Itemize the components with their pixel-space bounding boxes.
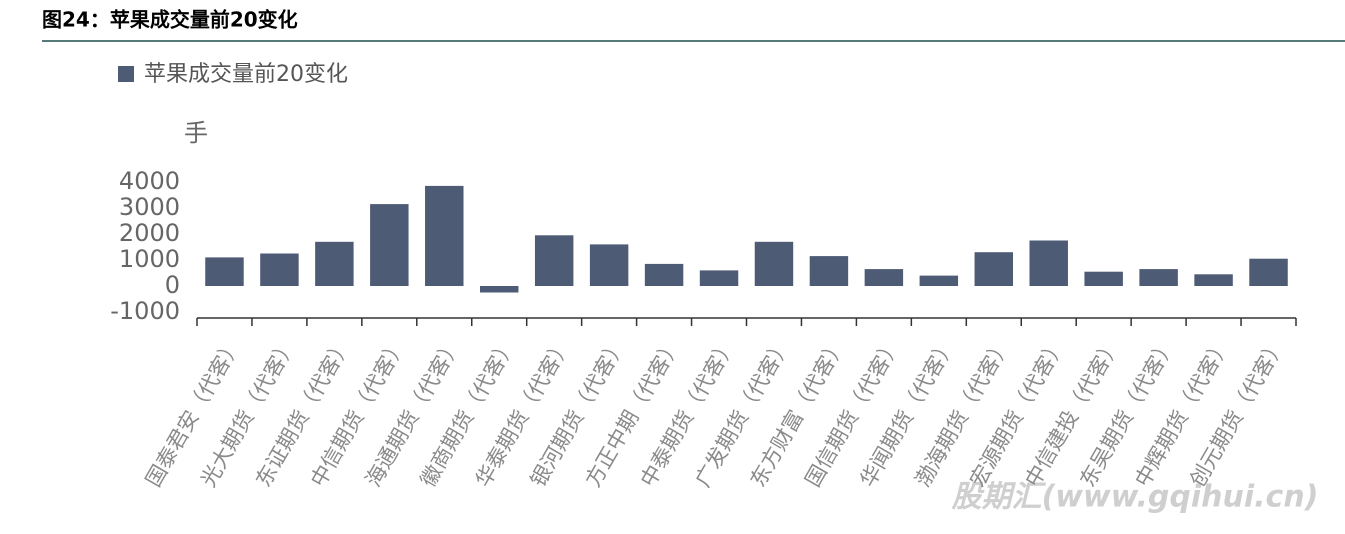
y-tick-label: 0: [165, 271, 180, 299]
y-tick-label: -1000: [110, 297, 180, 325]
bar: [1029, 240, 1068, 286]
bar: [754, 241, 794, 286]
legend-swatch: [118, 66, 134, 82]
bar: [809, 256, 849, 286]
bar: [260, 253, 299, 286]
y-tick-label: 1000: [119, 245, 180, 273]
bar: [315, 241, 354, 286]
bar: [644, 263, 684, 286]
chart-title: 图24：苹果成交量前20变化: [42, 8, 298, 32]
bar: [974, 252, 1014, 286]
bar: [370, 204, 409, 286]
y-tick-label: 3000: [119, 193, 180, 221]
bar: [864, 269, 904, 286]
bar: [425, 185, 464, 286]
bar: [479, 286, 519, 293]
bar: [699, 270, 739, 286]
y-tick-label: 2000: [119, 219, 180, 247]
watermark: 股期汇(www.gqihui.cn): [951, 480, 1319, 515]
bar: [1139, 269, 1178, 286]
legend-label: 苹果成交量前20变化: [144, 62, 348, 87]
bar: [589, 244, 629, 286]
bar: [1249, 258, 1288, 286]
bar: [534, 235, 574, 286]
bar: [1194, 274, 1233, 286]
bar: [919, 275, 959, 286]
y-axis-label: 手: [184, 119, 208, 147]
bar: [205, 257, 244, 286]
bar: [1084, 271, 1123, 286]
y-tick-label: 4000: [119, 167, 180, 195]
